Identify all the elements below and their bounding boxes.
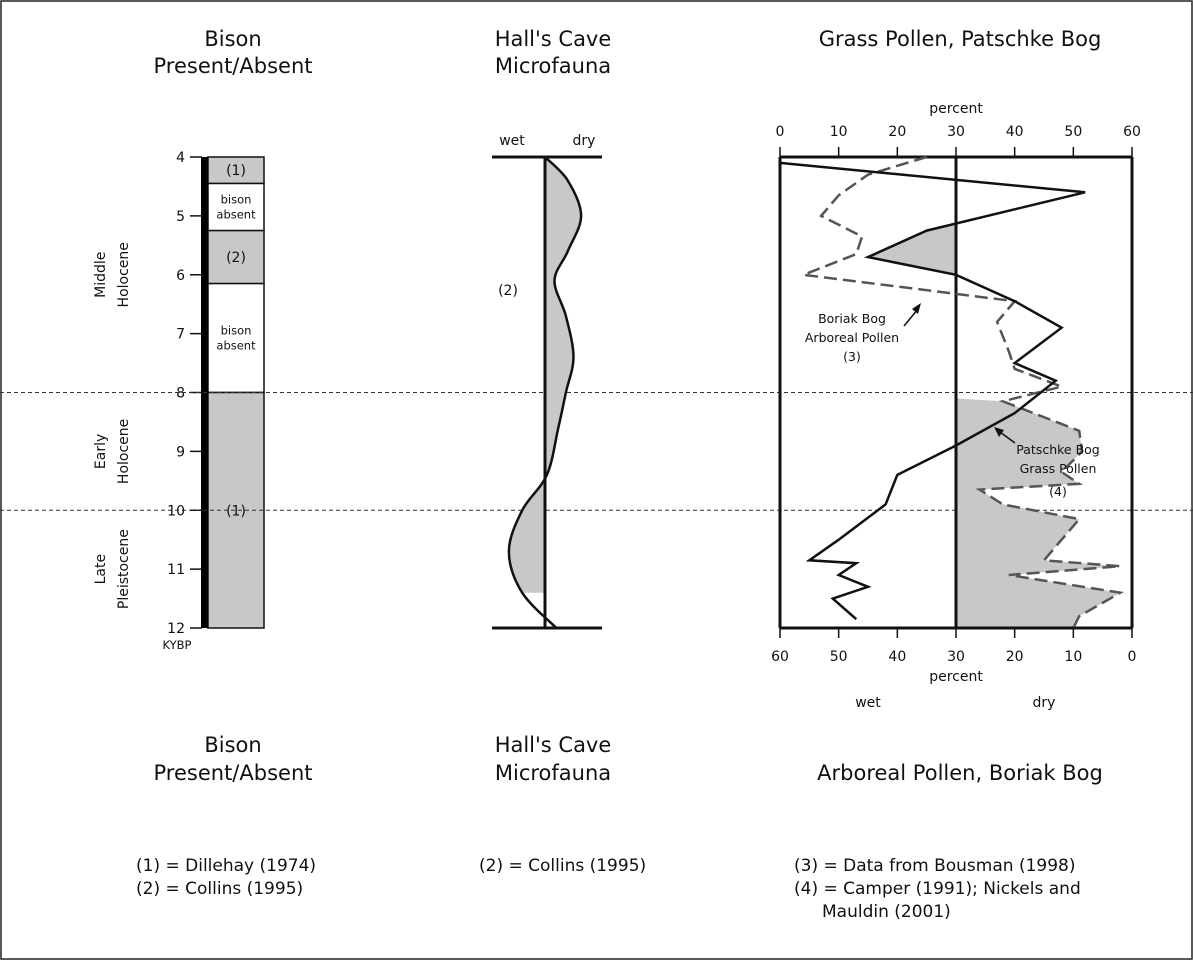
bottom-axis-tick-label: 40: [888, 649, 906, 665]
cave-wet-label: wet: [499, 133, 525, 149]
bison-title-bottom-line1: Bison: [204, 733, 261, 757]
pollen-wet-label: wet: [855, 695, 881, 711]
period-label: Holocene: [116, 419, 132, 484]
top-axis-tick-label: 0: [776, 124, 785, 140]
boriak-annotation-line1: Boriak Bog: [818, 311, 886, 326]
bison-ref-1: (1) = Dillehay (1974): [136, 856, 316, 876]
top-axis-tick-label: 30: [947, 124, 965, 140]
cave-ref-label: (2): [498, 283, 518, 299]
pollen-bottom-axis-label: percent: [929, 669, 983, 685]
period-label: Late: [93, 554, 109, 584]
bottom-axis-tick-label: 50: [830, 649, 848, 665]
pollen-top-axis-label: percent: [929, 101, 983, 117]
cave-title-bottom-line1: Hall's Cave: [495, 733, 612, 757]
depth-tick-label: 12: [167, 621, 185, 637]
period-label: Pleistocene: [116, 529, 132, 609]
boriak-annotation-line3: (3): [843, 349, 861, 364]
bison-segment-label: bison: [221, 324, 252, 338]
top-axis-tick-label: 20: [888, 124, 906, 140]
pollen-title-top: Grass Pollen, Patschke Bog: [819, 27, 1102, 51]
pollen-title-bottom: Arboreal Pollen, Boriak Bog: [817, 761, 1103, 785]
depth-tick-label: 4: [176, 150, 185, 166]
cave-ref-1: (2) = Collins (1995): [479, 856, 646, 876]
top-axis-tick-label: 50: [1064, 124, 1082, 140]
bison-segment-label: (1): [226, 163, 246, 179]
bison-title-top-line2: Present/Absent: [154, 54, 313, 78]
depth-tick-label: 5: [176, 209, 185, 225]
top-axis-tick-label: 10: [830, 124, 848, 140]
bottom-axis-tick-label: 20: [1006, 649, 1024, 665]
boriak-annotation-line2: Arboreal Pollen: [805, 330, 899, 345]
cave-dry-label: dry: [573, 133, 596, 149]
depth-tick-label: 10: [167, 503, 185, 519]
bison-segment-label: (2): [226, 250, 246, 266]
depth-tick-label: 11: [167, 562, 185, 578]
bottom-axis-tick-label: 10: [1064, 649, 1082, 665]
depth-tick-label: 8: [176, 386, 185, 402]
period-label: Early: [93, 434, 109, 469]
bison-ref-2: (2) = Collins (1995): [136, 879, 303, 899]
bison-segment-label: absent: [216, 208, 256, 222]
depth-tick-label: 9: [176, 444, 185, 460]
bottom-axis-tick-label: 60: [771, 649, 789, 665]
cave-title-bottom-line2: Microfauna: [495, 761, 611, 785]
top-axis-tick-label: 40: [1006, 124, 1024, 140]
period-label: Holocene: [116, 242, 132, 307]
bison-title-bottom-line2: Present/Absent: [154, 761, 313, 785]
depth-tick-label: 7: [176, 327, 185, 343]
period-label: Middle: [93, 252, 109, 298]
depth-unit-label: KYBP: [163, 638, 192, 652]
pollen-ref-3: Mauldin (2001): [822, 902, 951, 922]
bison-title-top-line1: Bison: [204, 27, 261, 51]
bison-segment-label: bison: [221, 193, 252, 207]
bottom-axis-tick-label: 0: [1128, 649, 1137, 665]
pollen-dry-label: dry: [1033, 695, 1056, 711]
top-axis-tick-label: 60: [1123, 124, 1141, 140]
cave-title-top-line1: Hall's Cave: [495, 27, 612, 51]
bison-segment-label: (1): [226, 503, 246, 519]
patschke-annotation-line2: Grass Pollen: [1020, 461, 1097, 476]
bison-segment-label: absent: [216, 339, 256, 353]
bottom-axis-tick-label: 30: [947, 649, 965, 665]
patschke-annotation-line3: (4): [1049, 484, 1067, 499]
cave-title-top-line2: Microfauna: [495, 54, 611, 78]
pollen-ref-1: (3) = Data from Bousman (1998): [794, 856, 1075, 876]
patschke-annotation-line1: Patschke Bog: [1016, 442, 1099, 457]
pollen-ref-2: (4) = Camper (1991); Nickels and: [794, 879, 1081, 899]
depth-tick-label: 6: [176, 268, 185, 284]
